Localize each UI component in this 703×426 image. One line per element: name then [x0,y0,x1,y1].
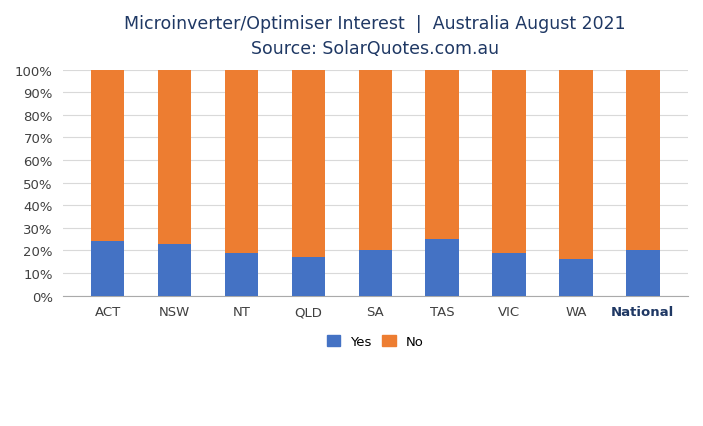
Bar [91,70,124,242]
Bar [626,251,659,296]
Legend: Yes, No: Yes, No [323,331,428,352]
Title: Microinverter/Optimiser Interest  |  Australia August 2021
Source: SolarQuotes.c: Microinverter/Optimiser Interest | Austr… [124,15,626,58]
Bar [225,253,258,296]
Bar [158,70,191,244]
Bar [492,253,526,296]
Bar [425,70,459,239]
Bar [425,239,459,296]
Bar [292,70,325,258]
Bar [359,70,392,251]
Bar [560,260,593,296]
Bar [91,242,124,296]
Bar [359,251,392,296]
Bar [158,244,191,296]
Bar [626,70,659,251]
Bar [225,70,258,253]
Bar [492,70,526,253]
Bar [292,258,325,296]
Bar [560,70,593,260]
